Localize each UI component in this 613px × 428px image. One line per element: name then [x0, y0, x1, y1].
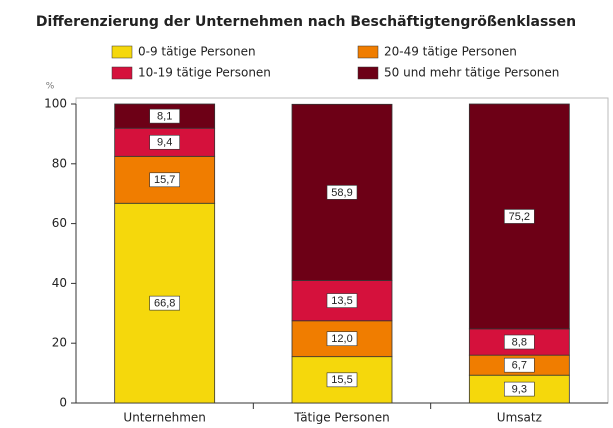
value-label: 75,2	[509, 211, 530, 223]
value-label-box	[326, 293, 358, 308]
value-label: 8,1	[157, 111, 172, 123]
value-label: 58,9	[331, 187, 352, 199]
chart-title: Differenzierung der Unternehmen nach Bes…	[36, 14, 576, 30]
value-label-box	[326, 185, 358, 200]
y-tick-label: 80	[52, 156, 67, 170]
value-label: 6,7	[512, 360, 527, 372]
value-label-box	[326, 372, 358, 388]
value-label-box	[504, 381, 535, 397]
value-label: 66,8	[154, 298, 175, 310]
x-tick-label: Tätige Personen	[293, 411, 389, 425]
legend-label: 0-9 tätige Personen	[138, 45, 256, 59]
value-label-box	[326, 331, 358, 347]
legend-label: 20-49 tätige Personen	[384, 45, 517, 59]
y-axis-label: %	[46, 82, 55, 92]
value-label-box	[149, 108, 180, 124]
value-label: 9,4	[157, 137, 172, 149]
legend-swatch	[111, 45, 133, 59]
value-label-box	[149, 295, 180, 311]
value-label: 15,7	[154, 174, 175, 186]
value-label-box	[149, 172, 180, 188]
y-tick-label: 0	[59, 396, 67, 410]
value-label-box	[504, 209, 535, 224]
value-label: 8,8	[512, 336, 527, 348]
value-label-box	[504, 334, 535, 350]
y-tick-label: 60	[52, 216, 67, 230]
legend-swatch	[111, 66, 133, 80]
y-tick-label: 100	[44, 97, 67, 111]
x-tick-label: Umsatz	[497, 411, 542, 425]
y-tick-label: 20	[52, 336, 67, 350]
value-label: 13,5	[331, 295, 352, 307]
value-label: 15,5	[331, 374, 352, 386]
x-tick-label: Unternehmen	[123, 411, 205, 425]
legend-swatch	[357, 45, 379, 59]
value-label: 12,0	[331, 333, 352, 345]
legend-label: 50 und mehr tätige Personen	[384, 66, 559, 80]
value-label: 9,3	[512, 384, 527, 396]
legend-label: 10-19 tätige Personen	[138, 66, 271, 80]
legend-swatch	[357, 66, 379, 80]
value-label-box	[149, 134, 180, 150]
value-label-box	[504, 357, 535, 373]
y-tick-label: 40	[52, 276, 67, 290]
